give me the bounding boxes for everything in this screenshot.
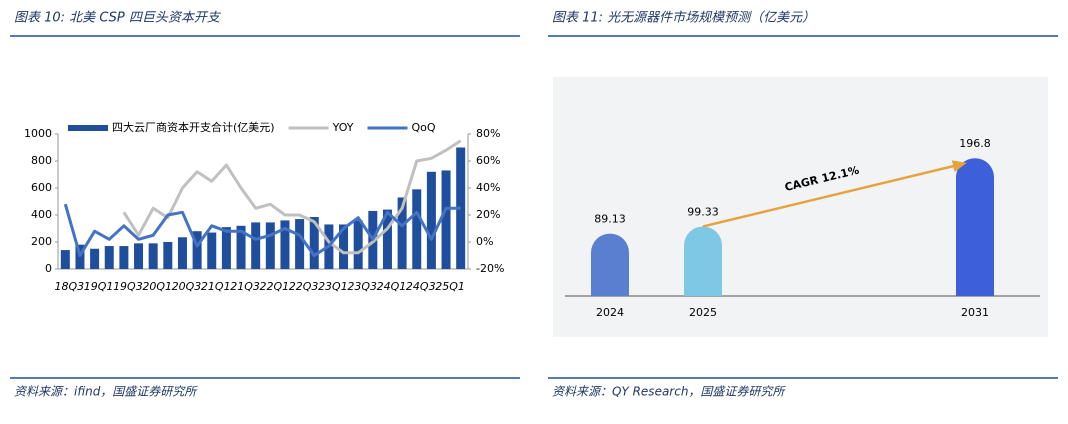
y-tick-label: 200 [31,235,52,248]
x-tick-label: 23Q1 [318,280,348,293]
value-label: 196.8 [959,137,991,150]
legend-swatch [68,125,108,131]
cagr-arrow [702,163,962,228]
x-tick-label: 20Q1 [142,280,172,293]
bar [251,222,261,269]
y2-tick-label: 40% [476,181,500,194]
x-tick-label: 22Q1 [259,280,289,293]
bar [353,220,363,269]
bar [956,158,994,296]
bar [397,197,407,269]
figure-title: 图表 10: 北美 CSP 四巨头资本开支 [14,11,222,26]
y-tick-label: 800 [31,154,52,167]
x-tick-label: 2025 [689,306,717,319]
x-tick-label: 23Q3 [347,280,377,293]
y2-tick-label: 80% [476,127,500,140]
x-tick-label: 24Q3 [406,280,436,293]
bar [265,222,275,269]
x-tick-label: 2024 [596,306,624,319]
legend-label: 四大云厂商资本开支合计(亿美元) [112,120,275,134]
legend-label: YOY [332,121,354,134]
x-tick-label: 2031 [961,306,989,319]
bar [192,231,202,269]
figure-source: 资料来源：ifind，国盛证券研究所 [14,385,198,399]
bar [236,225,246,269]
bar [684,226,722,296]
x-tick-label: 21Q1 [201,280,231,293]
bar [207,232,217,269]
line [63,203,461,257]
y2-tick-label: -20% [476,262,504,275]
bar [119,246,129,269]
line [122,139,462,255]
bar [339,224,349,269]
value-label: 99.33 [687,205,719,218]
figure-title: 图表 11: 光无源器件市场规模预测（亿美元） [552,10,815,26]
figure-source: 资料来源：QY Research，国盛证券研究所 [552,385,786,399]
bar [412,189,422,269]
bar [90,248,100,269]
bar [280,220,290,269]
x-tick-label: 18Q3 [54,280,84,293]
x-tick-label: 19Q3 [113,280,143,293]
legend-label: QoQ [412,121,436,134]
x-tick-label: 21Q3 [230,280,260,293]
y-tick-label: 400 [31,208,52,221]
y-tick-label: 0 [45,262,52,275]
y2-tick-label: 20% [476,208,500,221]
bar [221,227,231,269]
bar [426,171,436,269]
bar [148,243,158,269]
bar [591,233,629,296]
x-tick-label: 22Q3 [289,280,319,293]
y2-tick-label: 0% [476,235,493,248]
bar [134,243,144,269]
bar [163,242,173,269]
x-tick-label: 25Q1 [435,280,465,293]
x-tick-label: 24Q1 [377,280,407,293]
bar [309,217,319,269]
y2-tick-label: 60% [476,154,500,167]
y-tick-label: 1000 [24,127,52,140]
value-label: 89.13 [594,213,626,226]
bar [441,170,451,269]
bar [177,237,187,269]
bar [60,250,70,269]
cagr-arrowhead [951,160,967,172]
x-tick-label: 20Q3 [172,280,202,293]
bar [382,209,392,269]
x-tick-label: 19Q1 [84,280,114,293]
y-tick-label: 600 [31,181,52,194]
bar [104,246,114,269]
bar [295,219,305,269]
